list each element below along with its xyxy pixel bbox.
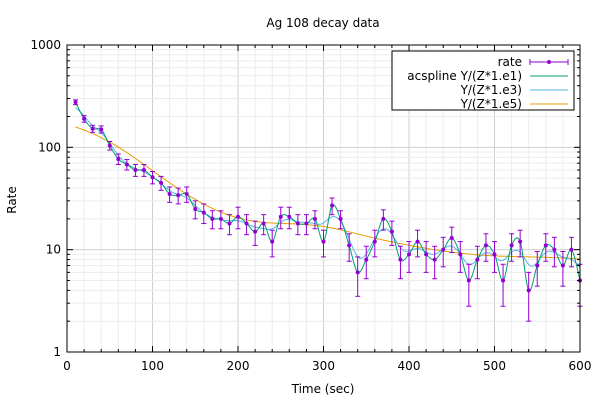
data-point [535, 263, 540, 268]
data-point [526, 288, 531, 293]
data-point [347, 243, 352, 248]
data-point [82, 116, 87, 121]
data-point [304, 221, 309, 226]
data-point [312, 216, 317, 221]
data-point [372, 239, 377, 244]
data-point [330, 203, 335, 208]
data-point [492, 252, 497, 257]
legend-label: Y/(Z*1.e5) [460, 97, 522, 111]
data-point [321, 239, 326, 244]
series-layer [73, 99, 583, 322]
data-point [389, 229, 394, 234]
data-point [475, 257, 480, 262]
legend-label: acspline Y/(Z*1.e1) [407, 69, 522, 83]
data-point [458, 252, 463, 257]
data-point [107, 143, 112, 148]
data-point [449, 236, 454, 241]
tick-layer: 0 100 200 300 400 500 600 1 10 100 1000 [30, 38, 591, 373]
data-point [552, 247, 557, 252]
x-tick-label: 600 [569, 359, 592, 373]
data-point [193, 206, 198, 211]
data-point [407, 252, 411, 257]
data-point [227, 221, 232, 226]
legend-swatch-point [547, 60, 551, 64]
x-tick-label: 400 [398, 359, 421, 373]
data-point [338, 216, 343, 221]
data-point [116, 156, 121, 161]
data-point [141, 168, 146, 173]
y-tick-label: 1 [53, 345, 61, 359]
y-axis-label: Rate [5, 186, 19, 214]
data-point [424, 252, 429, 257]
data-point [124, 162, 129, 167]
data-point [501, 278, 506, 283]
data-point [73, 100, 78, 105]
x-axis-label: Time (sec) [291, 382, 355, 396]
y-tick-label: 1000 [30, 38, 61, 52]
data-point [278, 214, 283, 219]
data-point [509, 243, 514, 248]
data-point [287, 214, 292, 219]
data-point [543, 243, 548, 248]
legend-box [391, 50, 575, 111]
data-point [201, 210, 206, 215]
x-tick-label: 200 [227, 359, 250, 373]
x-tick-label: 300 [312, 359, 335, 373]
data-point [466, 278, 471, 283]
data-point [236, 214, 240, 219]
legend-label: rate [498, 55, 522, 69]
data-point [270, 239, 275, 244]
data-point [381, 216, 386, 221]
data-point [569, 247, 574, 252]
data-point [184, 191, 189, 196]
data-point [133, 168, 138, 173]
data-point [90, 126, 95, 131]
data-point [398, 257, 403, 262]
data-point [253, 229, 258, 234]
legend-label: Y/(Z*1.e3) [460, 83, 522, 97]
data-point [244, 221, 249, 226]
chart-title: Ag 108 decay data [266, 16, 379, 30]
data-point [415, 239, 420, 244]
data-point [364, 257, 369, 262]
data-point [150, 175, 155, 180]
data-point [99, 127, 104, 132]
y-tick-label: 100 [38, 140, 61, 154]
data-point [560, 263, 565, 268]
data-point [176, 193, 181, 198]
data-point [483, 243, 488, 248]
data-point [441, 247, 446, 252]
data-point [518, 239, 523, 244]
x-tick-label: 100 [141, 359, 164, 373]
data-point [295, 221, 300, 226]
data-point [432, 257, 437, 262]
data-point [210, 216, 215, 221]
data-point [218, 216, 223, 221]
data-point [355, 270, 360, 275]
x-tick-label: 0 [63, 359, 71, 373]
data-point [261, 221, 266, 226]
x-tick-label: 500 [483, 359, 506, 373]
series-line [75, 126, 581, 260]
data-point [159, 180, 164, 185]
data-point [167, 191, 172, 196]
y-tick-label: 10 [46, 243, 61, 257]
